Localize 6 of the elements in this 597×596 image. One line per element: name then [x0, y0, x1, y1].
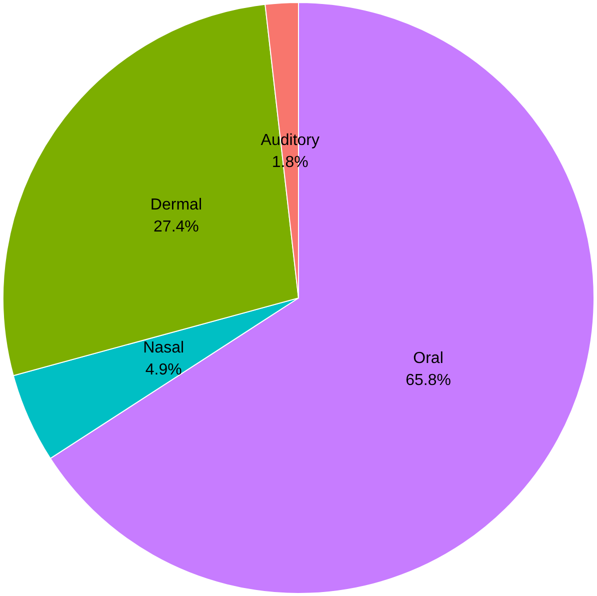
slice-label: Nasal — [143, 340, 184, 357]
data-label: 65.8% — [406, 372, 451, 390]
data-label: 27.4% — [154, 218, 199, 236]
data-label: 4.9% — [145, 362, 182, 379]
slice-label: Dermal — [150, 196, 202, 214]
slice-label: Oral — [413, 350, 444, 368]
